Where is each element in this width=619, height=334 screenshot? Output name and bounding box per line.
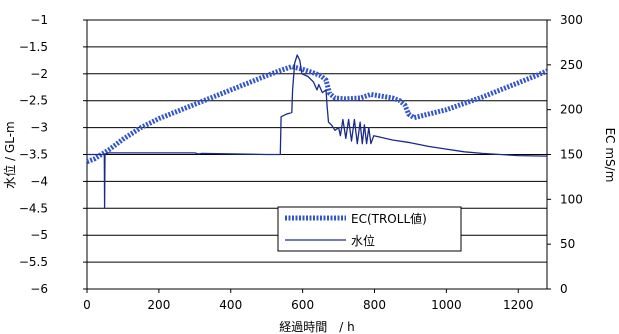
y-right-tick-label: 250 <box>560 58 583 72</box>
x-tick-label: 600 <box>291 298 314 312</box>
y-right-tick-label: 100 <box>560 192 583 206</box>
y-right-tick-label: 200 <box>560 103 583 117</box>
x-axis-title: 経過時間 / h <box>279 320 354 334</box>
y-right-tick-label: 150 <box>560 148 583 162</box>
y-axis-right-title: EC mS/m <box>603 128 617 183</box>
y-left-tick-label: −4.5 <box>19 201 48 215</box>
x-tick-label: 1000 <box>431 298 462 312</box>
x-axis: 0 200 400 600 800 1000 1200 <box>83 289 534 312</box>
y-axis-right: 300 250 200 150 100 50 0 <box>547 13 583 296</box>
y-left-tick-label: −6 <box>30 282 48 296</box>
y-right-tick-label: 50 <box>560 237 575 251</box>
series-lines <box>86 54 548 209</box>
legend-box <box>277 206 462 252</box>
series-line-water-level <box>87 54 548 209</box>
legend: EC(TROLL値) 水位 <box>277 206 462 252</box>
y-right-tick-label: 0 <box>560 282 568 296</box>
x-tick-label: 1200 <box>503 298 534 312</box>
y-left-tick-label: −1.5 <box>19 40 48 54</box>
y-left-tick-label: −3 <box>30 121 48 135</box>
y-left-tick-label: −4 <box>30 174 48 188</box>
y-left-tick-label: −3.5 <box>19 148 48 162</box>
legend-label-water-level: 水位 <box>351 233 375 248</box>
legend-label-ec: EC(TROLL値) <box>351 211 427 226</box>
y-left-tick-label: −2.5 <box>19 94 48 108</box>
y-right-tick-label: 300 <box>560 13 583 27</box>
series-line-ec <box>86 64 548 165</box>
x-tick-label: 800 <box>363 298 386 312</box>
x-tick-label: 400 <box>219 298 242 312</box>
x-tick-label: 0 <box>83 298 91 312</box>
y-left-tick-label: −5 <box>30 228 48 242</box>
x-tick-label: 200 <box>147 298 170 312</box>
y-axis-left-title: 水位 / GL-m <box>2 121 17 188</box>
y-left-tick-label: −1 <box>30 13 48 27</box>
y-left-tick-label: −2 <box>30 67 48 81</box>
y-left-tick-label: −5.5 <box>19 255 48 269</box>
y-axis-left: −1 −1.5 −2 −2.5 −3 −3.5 −4 −4.5 −5 −5.5 −6 <box>19 13 87 296</box>
